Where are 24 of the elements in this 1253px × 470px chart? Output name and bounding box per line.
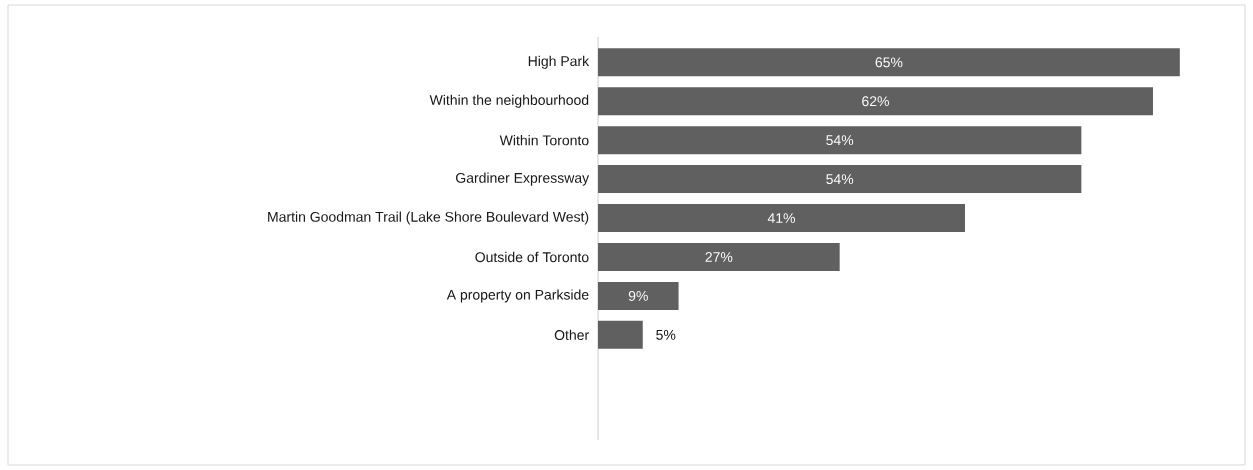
y-tick-label: Martin Goodman Trail (Lake Shore Boulevard West) [268, 211, 589, 225]
data-label: 9% [628, 290, 648, 301]
y-tick-label: Gardiner Expressway [456, 172, 590, 186]
bar [598, 165, 1082, 194]
data-label: 27% [705, 252, 733, 262]
bar [598, 87, 1153, 116]
y-tick-label: Within the neighbourhood [429, 94, 589, 108]
data-label: 5% [656, 329, 676, 340]
data-label: 54% [826, 135, 854, 146]
data-label: 62% [862, 96, 889, 107]
bar [598, 281, 679, 310]
y-tick-label: Within Toronto [499, 135, 589, 146]
y-tick-label: Other [554, 329, 589, 341]
bar [598, 242, 840, 271]
data-label: 54% [826, 174, 854, 185]
y-tick-label: High Park [528, 55, 590, 69]
y-tick-label: A property on Parkside [446, 289, 589, 303]
data-label: 65% [875, 57, 903, 68]
data-label: 41% [767, 213, 796, 223]
bar [598, 48, 1180, 77]
bar [598, 320, 643, 349]
bar [598, 126, 1082, 155]
y-tick-label: Outside of Toronto [475, 251, 589, 263]
bar [598, 204, 965, 233]
